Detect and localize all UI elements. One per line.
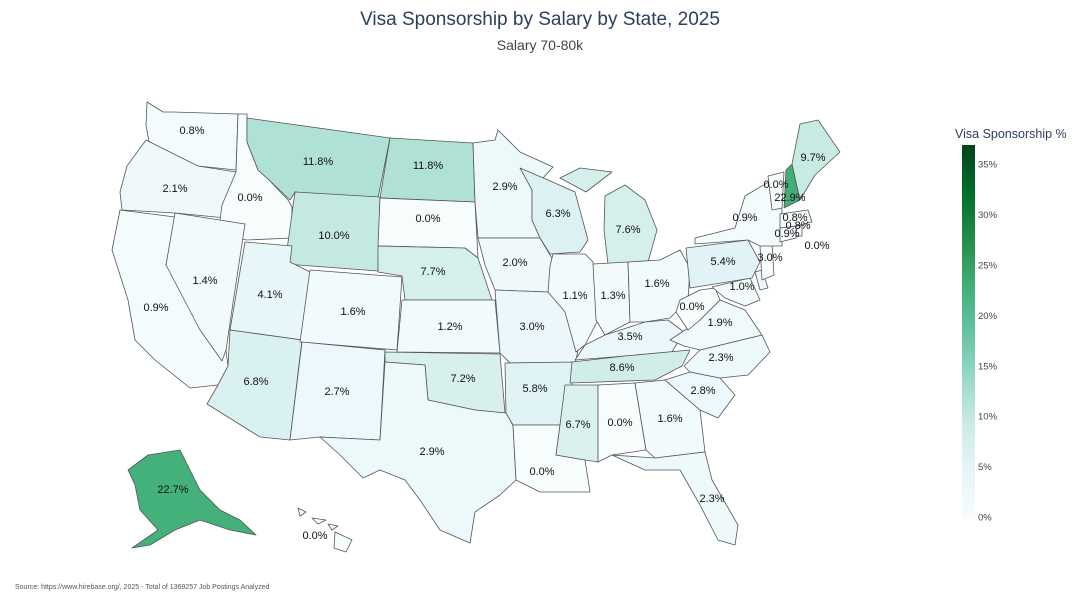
state-label-wv: 0.0% [679, 301, 704, 313]
state-label-wi: 6.3% [545, 208, 570, 220]
state-mi[interactable] [559, 167, 658, 265]
state-label-ga: 1.6% [657, 413, 682, 425]
state-label-nv: 1.4% [192, 275, 217, 287]
state-label-nc: 2.3% [708, 352, 733, 364]
state-label-wa: 0.8% [179, 125, 204, 137]
state-ak[interactable] [127, 449, 257, 549]
state-label-md: 1.0% [729, 281, 754, 293]
state-wi[interactable] [519, 167, 589, 255]
state-label-il: 1.1% [562, 290, 587, 302]
state-label-ny: 0.9% [732, 212, 757, 224]
state-label-ks: 1.2% [437, 321, 462, 333]
state-label-mi: 7.6% [615, 224, 640, 236]
state-label-id: 0.0% [237, 192, 262, 204]
state-al[interactable] [597, 382, 647, 463]
colorbar-tick-label: 5% [978, 462, 992, 473]
chart-subtitle: Salary 70-80k [496, 37, 584, 53]
colorbar-ticks: 0% 5% 10% 15% 20% 25% 30% 35% [978, 160, 998, 524]
state-me[interactable] [791, 119, 841, 201]
labels-layer: 0.8% 2.1% 0.9% 0.0% 1.4% 11.8% 10.0% 4.1% 6.8% 1.… [143, 125, 829, 542]
state-label-sc: 2.8% [690, 385, 715, 397]
state-label-co: 1.6% [340, 306, 365, 318]
state-label-la: 0.0% [529, 466, 554, 478]
state-fl[interactable] [611, 451, 739, 546]
state-hi[interactable] [297, 507, 353, 553]
chart-title: Visa Sponsorship by Salary by State, 202… [360, 9, 720, 30]
state-label-ok: 7.2% [450, 373, 475, 385]
colorbar-gradient [962, 145, 975, 518]
state-ri[interactable] [795, 225, 803, 237]
state-label-al: 0.0% [607, 417, 632, 429]
state-label-hi: 0.0% [302, 530, 327, 542]
colorbar-tick-label: 0% [978, 513, 992, 524]
state-label-ia: 2.0% [502, 257, 527, 269]
state-label-me: 9.7% [800, 152, 825, 164]
state-tn[interactable] [569, 349, 691, 384]
state-label-tn: 8.6% [609, 362, 634, 374]
state-label-mo: 3.0% [519, 321, 544, 333]
state-label-ca: 0.9% [143, 302, 168, 314]
states-layer [111, 101, 841, 553]
source-note: Source: https://www.hirebase.org/, 2025 … [15, 584, 270, 591]
colorbar-title: Visa Sponsorship % [955, 127, 1067, 141]
state-ma[interactable] [779, 209, 813, 229]
state-label-ar: 5.8% [522, 383, 547, 395]
state-nv[interactable] [165, 212, 246, 362]
state-label-ky: 3.5% [617, 331, 642, 343]
colorbar-tick-label: 20% [978, 311, 998, 322]
colorbar-tick-label: 25% [978, 260, 998, 271]
state-mt[interactable] [246, 117, 391, 201]
state-de[interactable] [754, 269, 769, 291]
state-label-sd: 0.0% [415, 213, 440, 225]
state-label-nm: 2.7% [324, 386, 349, 398]
colorbar-tick-label: 30% [978, 210, 998, 221]
state-label-de: 3.0% [757, 252, 782, 264]
state-label-pa: 5.4% [710, 256, 735, 268]
state-label-va: 1.9% [707, 317, 732, 329]
state-label-ms: 6.7% [565, 419, 590, 431]
state-wv[interactable] [675, 287, 721, 331]
state-vt[interactable] [767, 171, 785, 211]
state-label-nh: 22.9% [774, 192, 805, 204]
colorbar-tick-label: 15% [978, 361, 998, 372]
state-label-ut: 4.1% [257, 289, 282, 301]
state-tx[interactable] [319, 361, 517, 544]
state-il[interactable] [547, 253, 599, 353]
state-label-nj: 0.0% [804, 240, 829, 252]
colorbar-tick-label: 35% [978, 160, 998, 171]
state-label-mn: 2.9% [492, 181, 517, 193]
state-label-oh: 1.6% [644, 278, 669, 290]
state-in[interactable] [592, 261, 631, 336]
state-label-ne: 7.7% [420, 266, 445, 278]
state-label-wy: 10.0% [318, 230, 349, 242]
state-label-nd: 11.8% [413, 160, 444, 172]
state-label-mt: 11.8% [303, 156, 334, 168]
state-label-or: 2.1% [162, 183, 187, 195]
state-label-vt: 0.0% [763, 179, 788, 191]
state-pa[interactable] [685, 239, 761, 289]
state-label-ma: 0.8% [782, 212, 807, 224]
colorbar: 0% 5% 10% 15% 20% 25% 30% 35% [962, 145, 998, 524]
state-label-ak: 22.7% [157, 484, 188, 496]
state-label-ri: 0.8% [785, 220, 810, 232]
colorbar-tick-label: 10% [978, 412, 998, 423]
state-label-az: 6.8% [243, 376, 268, 388]
state-label-ct: 0.9% [774, 228, 799, 240]
state-label-fl: 2.3% [699, 493, 724, 505]
state-label-in: 1.3% [600, 290, 625, 302]
state-label-tx: 2.9% [419, 446, 444, 458]
